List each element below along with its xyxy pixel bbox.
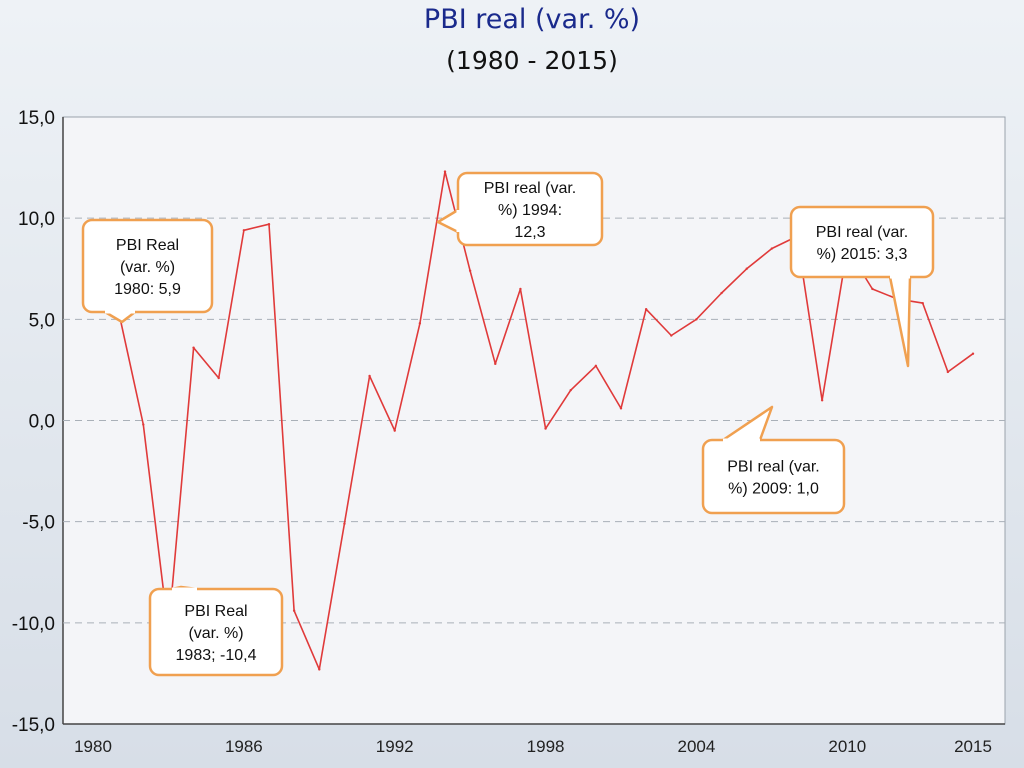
data-point bbox=[443, 170, 447, 173]
callout: PBI Real (var. %) 1983; -10,4 bbox=[148, 585, 284, 677]
callout-text: PBI Real bbox=[116, 237, 179, 254]
data-point bbox=[267, 223, 271, 226]
x-tick-label: 1998 bbox=[527, 737, 565, 756]
x-tick-label: 1986 bbox=[225, 737, 263, 756]
callout-pointer bbox=[436, 208, 459, 234]
data-point bbox=[619, 407, 623, 410]
x-tick-label: 1992 bbox=[376, 737, 414, 756]
data-series bbox=[91, 170, 975, 671]
data-point bbox=[418, 322, 422, 325]
callout-pointer bbox=[104, 310, 136, 324]
data-point bbox=[217, 376, 220, 380]
y-tick-label: -15,0 bbox=[12, 715, 55, 736]
callout-box bbox=[81, 218, 214, 314]
callout-text: PBI real (var. bbox=[816, 224, 908, 241]
callout-box bbox=[148, 587, 284, 677]
callouts: PBI Real (var. %) 1980: 5,9 PBI Real (var. %… bbox=[81, 171, 935, 677]
y-tick-label: 15,0 bbox=[18, 108, 55, 129]
data-point bbox=[871, 287, 874, 291]
series-line bbox=[92, 170, 974, 671]
chart-title: PBI real (var. %) bbox=[423, 4, 641, 35]
callout-text: PBI real (var. bbox=[727, 459, 819, 476]
x-tick-label: 2015 bbox=[954, 737, 992, 756]
x-tick-label: 1980 bbox=[74, 737, 112, 756]
data-point bbox=[494, 362, 497, 366]
y-tick-label: 10,0 bbox=[18, 209, 55, 230]
data-point bbox=[594, 364, 598, 368]
data-point bbox=[720, 291, 723, 295]
callout-text: (var. %) bbox=[188, 625, 243, 642]
y-tick-label: -5,0 bbox=[22, 513, 55, 534]
data-point bbox=[292, 609, 296, 612]
data-point bbox=[770, 247, 774, 250]
callout-text: PBI Real bbox=[184, 603, 247, 620]
callout: PBI real (var. %) 1994: 12,3 bbox=[436, 171, 604, 247]
callout-text: %) 2015: 3,3 bbox=[817, 246, 908, 263]
data-point bbox=[670, 334, 673, 337]
callout-text: 1980: 5,9 bbox=[114, 281, 181, 298]
data-point bbox=[971, 352, 975, 355]
x-tick-label: 2004 bbox=[678, 737, 716, 756]
callout: PBI Real (var. %) 1980: 5,9 bbox=[81, 218, 214, 324]
data-point bbox=[820, 399, 824, 402]
callout-box bbox=[789, 205, 935, 279]
callout: PBI real (var. %) 2015: 3,3 bbox=[789, 205, 935, 368]
x-axis-ticks: 1980 1986 1992 1998 2004 2010 2015 bbox=[74, 737, 992, 756]
data-point bbox=[368, 374, 371, 378]
data-point bbox=[745, 267, 748, 270]
callout-text: %) 1994: bbox=[498, 202, 562, 219]
callout-text: 1983; -10,4 bbox=[176, 647, 257, 664]
callout: PBI real (var. %) 2009: 1,0 bbox=[701, 405, 846, 515]
data-point bbox=[468, 269, 472, 272]
callout-box bbox=[456, 171, 604, 247]
chart-subtitle: (1980 - 2015) bbox=[446, 46, 618, 75]
y-tick-label: -10,0 bbox=[12, 614, 55, 635]
x-tick-label: 2010 bbox=[828, 737, 866, 756]
data-point bbox=[644, 308, 648, 311]
data-point bbox=[544, 427, 547, 430]
callout-text: 12,3 bbox=[514, 224, 545, 241]
data-point bbox=[393, 429, 396, 432]
y-tick-label: 0,0 bbox=[29, 412, 55, 433]
callout-pointer bbox=[722, 405, 774, 442]
data-point bbox=[519, 287, 522, 291]
data-point bbox=[695, 318, 698, 321]
data-point bbox=[921, 301, 924, 305]
data-point bbox=[242, 229, 246, 232]
data-point bbox=[192, 346, 195, 349]
data-point bbox=[318, 668, 321, 671]
callout-text: %) 2009: 1,0 bbox=[728, 481, 819, 498]
y-tick-label: 5,0 bbox=[29, 310, 55, 331]
callout-text: PBI real (var. bbox=[484, 180, 576, 197]
callout-pointer bbox=[888, 276, 912, 368]
data-point bbox=[142, 423, 145, 426]
data-point bbox=[946, 370, 950, 374]
callout-box bbox=[701, 438, 846, 515]
data-point bbox=[343, 522, 346, 525]
callout-text: (var. %) bbox=[120, 259, 175, 276]
y-axis-ticks: 15,0 10,0 5,0 0,0 -5,0 -10,0 -15,0 bbox=[12, 108, 55, 736]
data-point bbox=[569, 388, 572, 392]
